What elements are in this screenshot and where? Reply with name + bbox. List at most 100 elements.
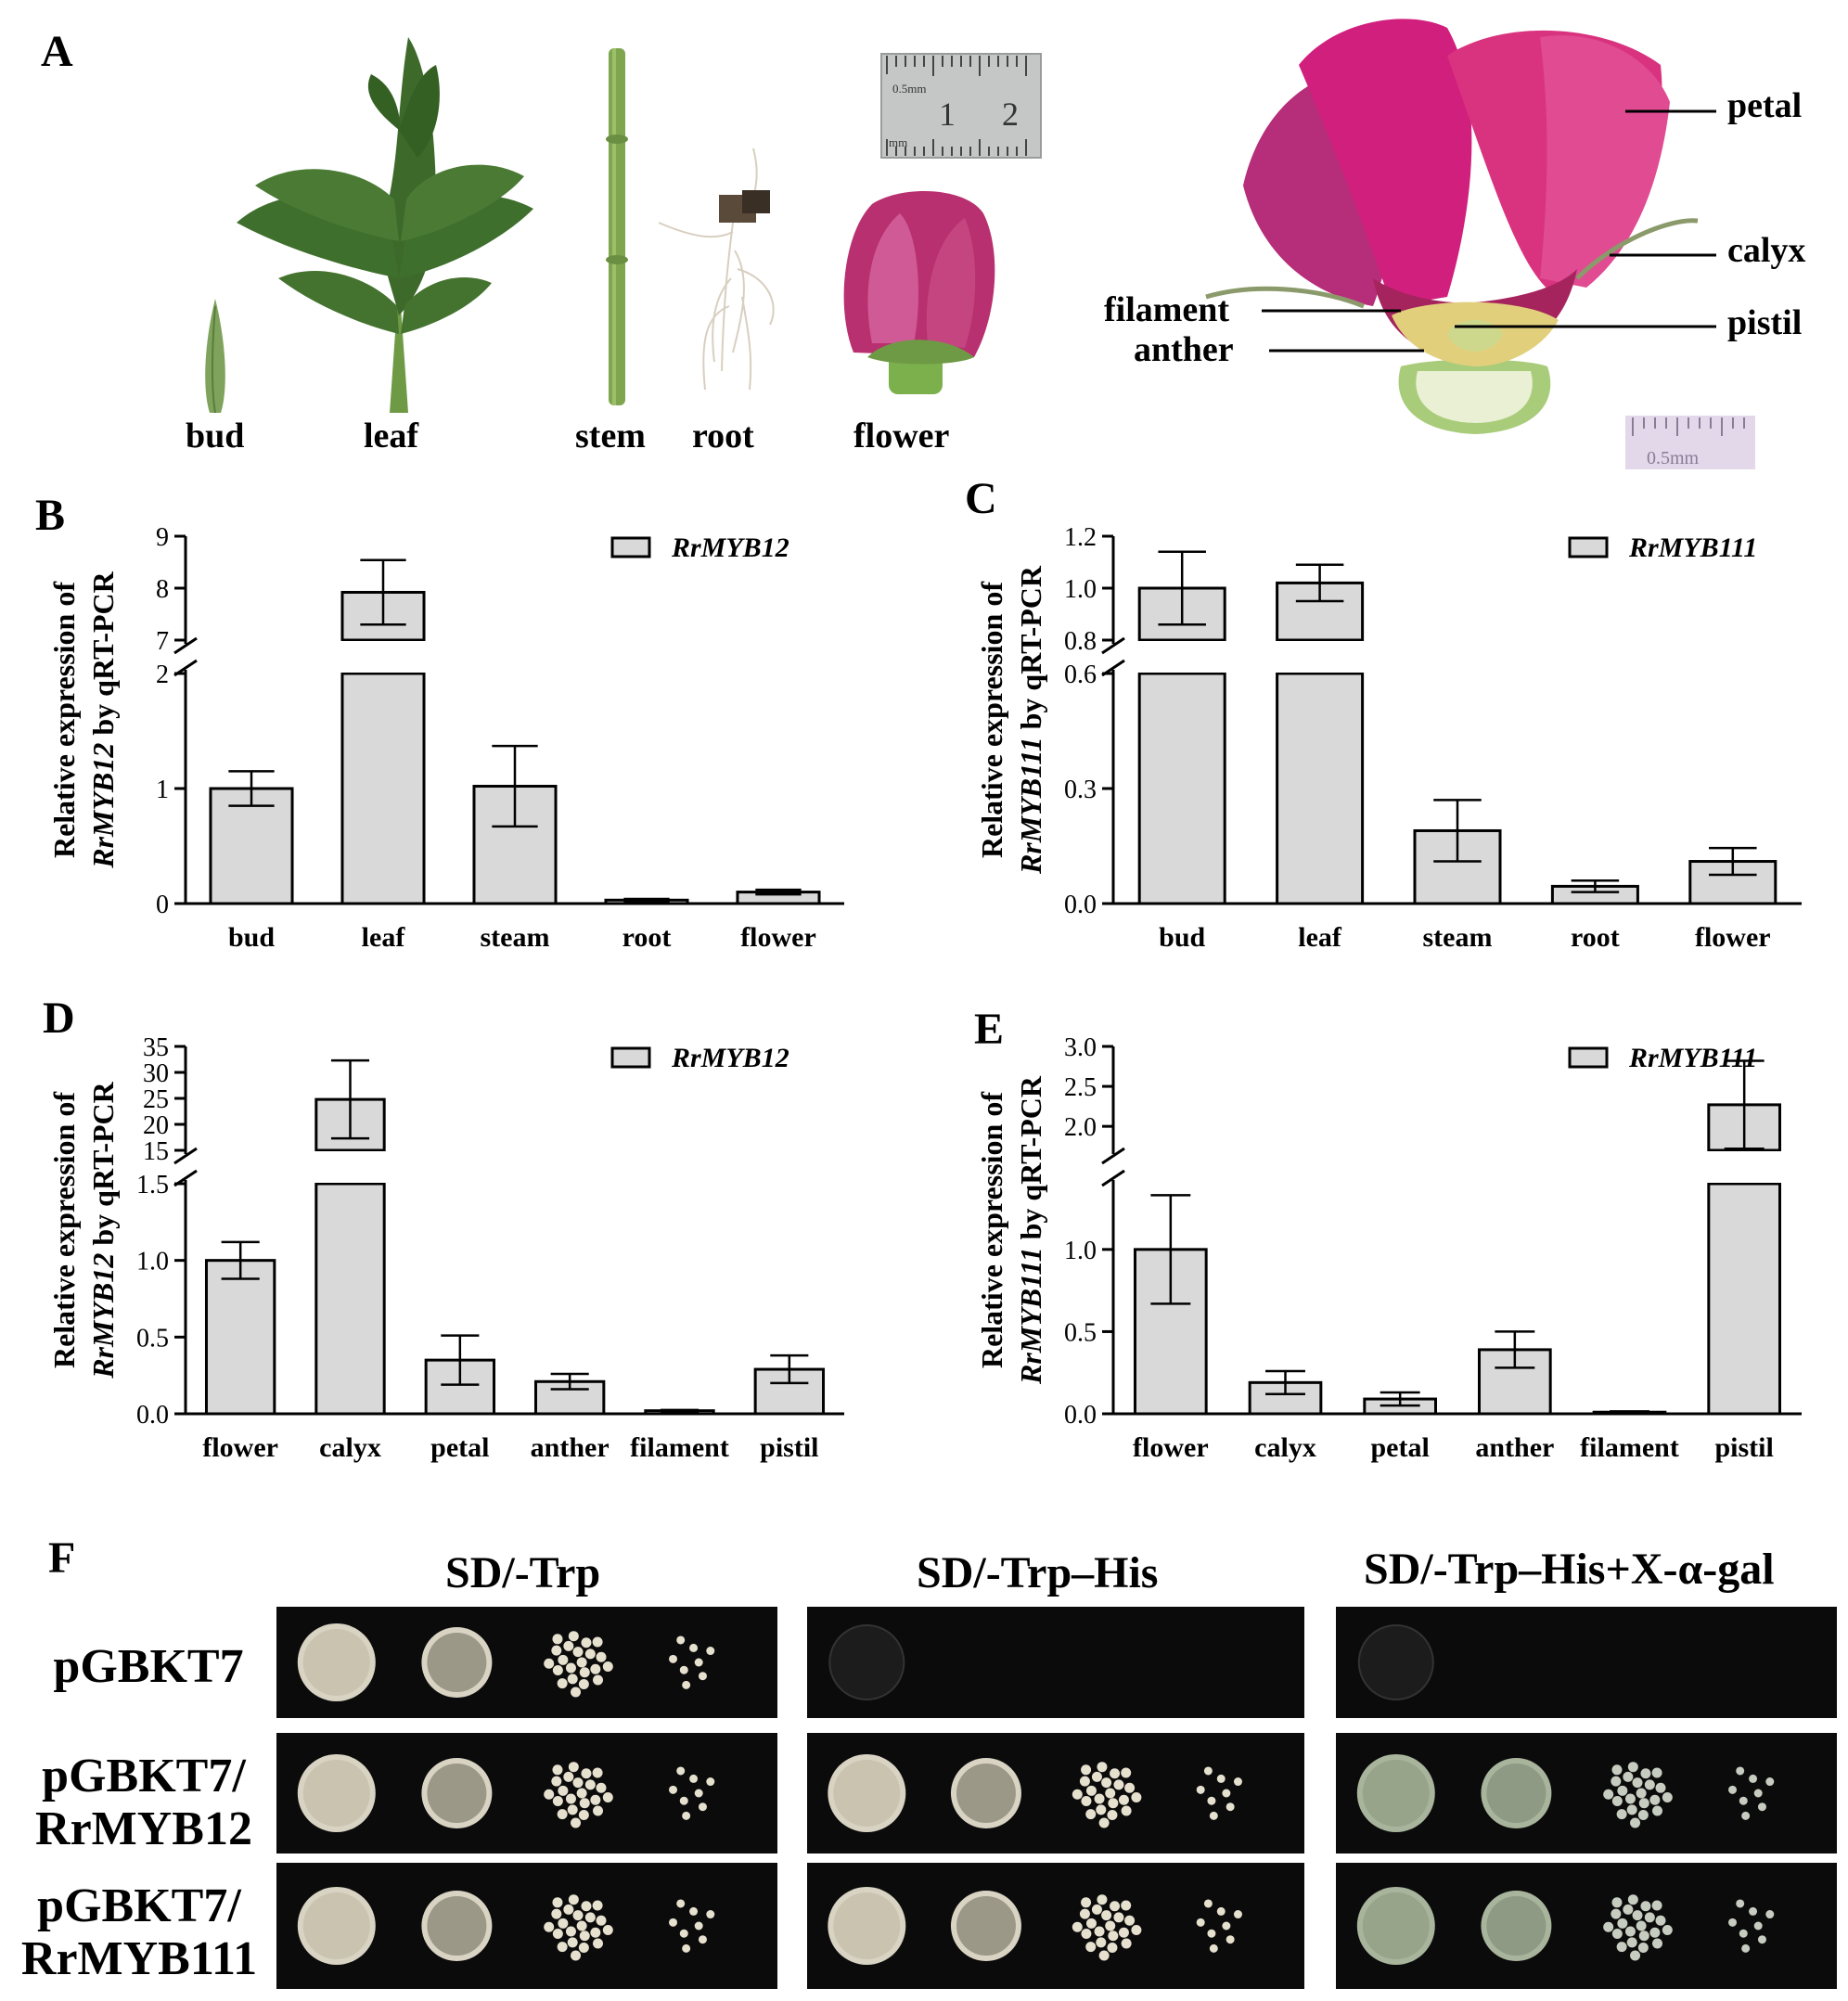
yeast-plate [276, 1607, 777, 1718]
colony-dot [557, 1678, 568, 1689]
colony-dot [1638, 1930, 1649, 1942]
colony-spot-center [1486, 1764, 1546, 1823]
colony-dot [689, 1906, 699, 1916]
organ-label-root: root [692, 417, 754, 455]
colony-dot [1649, 1794, 1661, 1805]
colony-dot [676, 1635, 686, 1645]
colony-dot [1108, 1798, 1119, 1809]
colony-dot [579, 1798, 590, 1809]
bar [1413, 828, 1502, 905]
legend-swatch [1568, 1046, 1609, 1069]
bar-lower-segment [1276, 672, 1365, 905]
colony-dot [544, 1921, 555, 1932]
organ-label-leaf: leaf [364, 417, 419, 455]
colony-dot [1655, 1915, 1666, 1926]
colony-dot [1617, 1785, 1628, 1796]
colony-dot [1124, 1915, 1136, 1926]
colony-dot [1233, 1777, 1242, 1787]
panel-letter-a: A [41, 27, 73, 76]
faint-spot [828, 1624, 905, 1700]
y-tick-label: 0.0 [136, 1401, 169, 1430]
colony-dot [1107, 1942, 1118, 1953]
strain-label-line1: pGBKT7 [53, 1640, 244, 1693]
colony-dot [1094, 1926, 1105, 1937]
colony-dot [1094, 1793, 1105, 1804]
colony-dot [1098, 1950, 1110, 1961]
stem-image [606, 48, 628, 405]
colony-dot [572, 1910, 584, 1921]
colony-dot [1113, 1912, 1124, 1923]
colony-dot [682, 1680, 691, 1689]
colony-dot [1640, 1901, 1651, 1912]
colony-dot [1072, 1921, 1083, 1932]
colony-dot [1624, 1793, 1636, 1804]
strain-label-line1: pGBKT7/ [37, 1879, 241, 1932]
colony-dot [1131, 1791, 1142, 1802]
y-tick-label: 1.5 [136, 1171, 169, 1199]
flower-part-pistil: pistil [1727, 303, 1803, 342]
colony-dot [1739, 1929, 1748, 1938]
colony-dot [563, 1640, 574, 1651]
colony-dot [1728, 1785, 1738, 1794]
colony-dot [565, 1662, 576, 1674]
y-axis-title: Relative expression of RrMYB111 by qRT-PC… [975, 1075, 1047, 1385]
chart-c: 0.0 0.3 0.6 0.8 1.0 1.2 bud leaf steam root flower… [975, 523, 1802, 953]
colony-dot [563, 1904, 574, 1915]
colony-dot [1636, 1788, 1647, 1799]
x-tick-label: root [1571, 922, 1620, 953]
yeast-spots [297, 1887, 715, 1965]
colony-dot [694, 1921, 703, 1930]
x-tick-label: filament [630, 1432, 729, 1463]
colony-dot [1736, 1766, 1745, 1776]
colony-dot [1753, 1921, 1763, 1930]
colony-dot [1222, 1789, 1231, 1798]
leaf-image [237, 37, 533, 413]
y-axis-title-suffix: by qRT-PCR [86, 1081, 120, 1252]
x-tick-label: petal [430, 1432, 489, 1463]
strain-label-line2: RrMYB12 [35, 1802, 252, 1856]
y-axis-title-suffix: by qRT-PCR [1014, 565, 1047, 737]
colony-dot [602, 1791, 613, 1802]
colony-dot [557, 1809, 568, 1820]
y-tick-label: 2 [156, 661, 169, 689]
colony-dot [1105, 1920, 1116, 1931]
colony-dot [1085, 1785, 1097, 1796]
colony-dot [1636, 1920, 1647, 1931]
y-tick-label: 0.5 [136, 1324, 169, 1353]
colony-dot [1222, 1921, 1231, 1930]
colony-dot [1757, 1802, 1766, 1812]
colony-dot [1662, 1791, 1673, 1802]
x-tick-label: steam [481, 922, 550, 953]
colony-dot [1649, 1927, 1661, 1938]
colony-dot [1096, 1937, 1107, 1948]
colony-dot [1611, 1764, 1623, 1776]
yeast-plate [1336, 1607, 1837, 1718]
colony-dot [565, 1926, 576, 1937]
colony-dot [689, 1774, 699, 1783]
colony-dot [1207, 1929, 1216, 1938]
colony-dot [694, 1789, 703, 1798]
colony-dot [1233, 1910, 1242, 1919]
x-tick-label: leaf [362, 922, 406, 953]
colony-dot [576, 1657, 587, 1668]
colony-dot [1632, 1777, 1643, 1789]
colony-dot [1611, 1929, 1623, 1940]
flower-image [843, 191, 995, 394]
colony-dot [694, 1658, 703, 1667]
colony-dot [1121, 1805, 1132, 1816]
panel-letter-b: B [35, 491, 66, 540]
colony-dot [1081, 1929, 1092, 1940]
root-image [658, 148, 775, 391]
colony-dot [558, 1918, 569, 1929]
yeast-plate [807, 1733, 1304, 1853]
panel-letter-e: E [974, 1005, 1005, 1054]
y-tick-label: 35 [143, 1033, 169, 1062]
x-tick-label: pistil [1714, 1432, 1773, 1463]
colony-dot [567, 1674, 578, 1685]
ruler-image-left: 0.5mm mm 1 2 [880, 53, 1042, 159]
colony-dot [1603, 1789, 1614, 1800]
colony-spot-center [427, 1633, 487, 1692]
legend-swatch [610, 1046, 651, 1069]
y-tick-label: 0.5 [1064, 1318, 1097, 1347]
y-axis-title-gene: RrMYB111 [1014, 1247, 1047, 1385]
